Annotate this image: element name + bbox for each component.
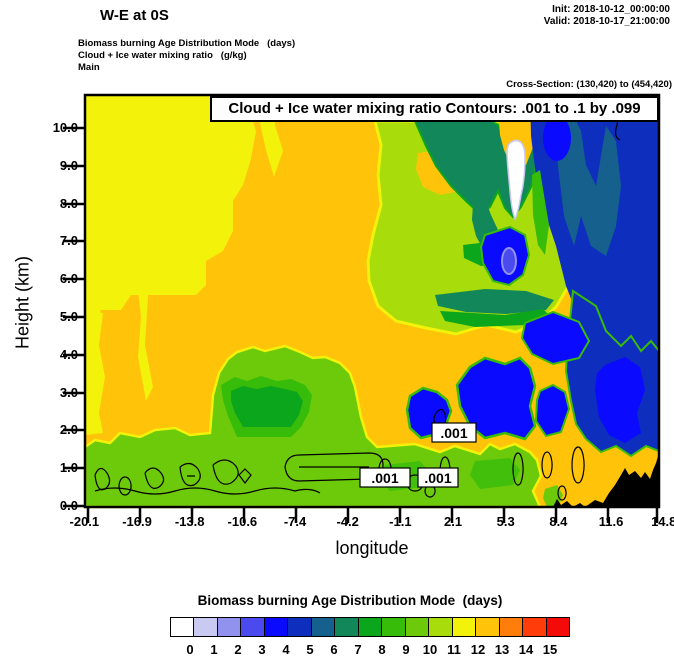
legend-cell <box>358 618 383 636</box>
legend-tick-label: 10 <box>422 642 438 657</box>
x-tick-label: 5.3 <box>496 514 515 529</box>
x-axis-title: longitude <box>335 538 409 558</box>
legend-tick-label: 13 <box>494 642 510 657</box>
region-blue-band <box>520 310 591 366</box>
region-steel-core <box>555 111 621 256</box>
x-tick-label: -4.2 <box>336 514 359 529</box>
region-yellow-plume <box>85 95 257 325</box>
domain-label: Main <box>78 62 100 73</box>
region-yellow-left-strip <box>85 310 105 435</box>
legend-tick-label: 2 <box>234 642 242 657</box>
legend-cell <box>311 618 336 636</box>
region-blue-core-right <box>595 357 645 443</box>
contour-label-boxes: .001 .001 .001 <box>359 422 477 488</box>
page-title: W-E at 0S <box>100 7 169 24</box>
field-descriptions: Biomass burning Age Distribution Mode (d… <box>78 38 295 74</box>
legend-cell <box>546 618 569 636</box>
region-blue-blob-c <box>534 383 571 438</box>
legend-cell <box>405 618 430 636</box>
filled-regions <box>83 95 660 509</box>
x-tick-labels: -20.1 -16.9 -13.8 -10.6 -7.4 -4.2 -1.1 2… <box>58 514 674 529</box>
x-axis-ticks <box>86 508 659 523</box>
contour-label: .001 <box>440 425 467 441</box>
legend-cell <box>429 618 453 636</box>
region-white-pocket <box>506 139 526 221</box>
contour-field-label: Cloud + Ice water mixing ratio (g/kg) <box>78 50 247 61</box>
legend-cell <box>171 618 195 636</box>
x-tick-label: -16.9 <box>122 514 152 529</box>
contour-long-loop <box>284 452 384 482</box>
x-tick-label: 11.6 <box>598 514 624 529</box>
legend-tick-label: 1 <box>210 642 218 657</box>
legend-cell <box>288 618 312 636</box>
legend-cell <box>476 618 500 636</box>
run-times: Init: 2018-10-12_00:00:00 Valid: 2018-10… <box>544 4 670 28</box>
contour-label-box <box>431 422 477 443</box>
legend-tick-label: 6 <box>330 642 338 657</box>
x-tick-label: 14.8 <box>651 514 674 529</box>
x-tick-label: -7.4 <box>283 514 307 529</box>
plot-title: Cloud + Ice water mixing ratio Contours:… <box>210 96 659 122</box>
contour-label-box <box>359 467 411 488</box>
legend-tick-label: 7 <box>354 642 362 657</box>
y-axis-ticks <box>63 126 85 508</box>
x-tick-label: -13.8 <box>174 514 205 529</box>
contour-label-box <box>417 467 459 488</box>
y-axis-title: Height (km) <box>12 256 33 350</box>
region-band-smudge-b <box>470 458 520 489</box>
terrain-silhouette <box>553 453 659 507</box>
legend-tick-label: 12 <box>470 642 486 657</box>
legend-cell <box>499 618 524 636</box>
contour-wavy-line <box>94 487 321 495</box>
legend-colorbar <box>170 617 570 637</box>
region-green-dome-core <box>231 386 303 427</box>
legend-tick-label: 4 <box>282 642 290 657</box>
region-green-fringe-navy <box>532 170 549 255</box>
cross-section-plot: .001 .001 .001 <box>63 93 661 523</box>
plot-border <box>83 93 661 509</box>
region-violet-core <box>501 247 517 275</box>
contour-loops <box>94 458 436 498</box>
legend-tick-label: 5 <box>306 642 314 657</box>
init-time: Init: 2018-10-12_00:00:00 <box>552 4 670 15</box>
region-boundary-layer-band <box>83 344 543 509</box>
axes <box>63 93 661 523</box>
legend-tick-label: 9 <box>402 642 410 657</box>
contour-label: .001 <box>371 470 398 486</box>
legend-cell <box>523 618 547 636</box>
legend-cell <box>335 618 359 636</box>
x-tick-label: 2.1 <box>444 514 463 529</box>
x-tick-label: -1.1 <box>389 514 412 529</box>
legend-tick-label: 0 <box>186 642 194 657</box>
legend-cell <box>452 618 477 636</box>
x-tick-label: -10.6 <box>227 514 258 529</box>
legend-cell <box>217 618 242 636</box>
fill-field-label: Biomass burning Age Distribution Mode (d… <box>78 38 296 49</box>
legend-cell <box>382 618 406 636</box>
legend-tick-labels: 0 1 2 3 4 5 6 7 8 9 10 11 12 13 14 15 <box>178 642 562 657</box>
region-blue-lump-upper <box>543 115 571 161</box>
legend-tick-label: 8 <box>378 642 386 657</box>
x-tick-label: 8.4 <box>549 514 568 529</box>
legend-title: Biomass burning Age Distribution Mode (d… <box>197 593 503 608</box>
x-tick-label: -20.1 <box>69 514 100 529</box>
region-seagreen-band <box>435 289 554 314</box>
region-yellow-streak <box>137 281 153 401</box>
legend-tick-label: 3 <box>258 642 266 657</box>
legend-cell <box>264 618 289 636</box>
legend-cell <box>194 618 218 636</box>
valid-time: Valid: 2018-10-17_21:00:00 <box>543 16 670 27</box>
legend-cell <box>241 618 265 636</box>
legend-tick-label: 14 <box>518 642 534 657</box>
contour-label: .001 <box>424 470 451 486</box>
legend-tick-label: 15 <box>542 642 558 657</box>
legend-tick-label: 11 <box>447 642 461 657</box>
cross-section-label: Cross-Section: (130,420) to (454,420) <box>506 79 672 90</box>
region-green-strip-lower <box>440 309 551 327</box>
